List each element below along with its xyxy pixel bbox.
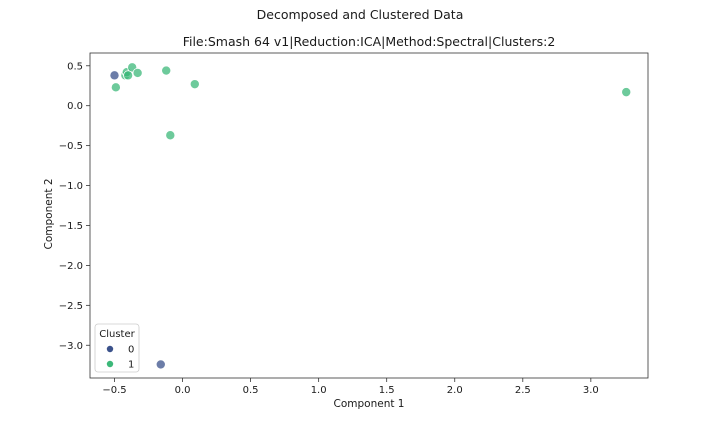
x-axis-ticks: −0.5 0.0 0.5 1.0 1.5 2.0 2.5 3.0 <box>102 378 599 396</box>
x-tick-label: −0.5 <box>102 385 126 396</box>
data-point-cluster-1 <box>165 130 176 141</box>
data-point-cluster-1 <box>132 67 143 78</box>
scatter-points <box>109 62 632 370</box>
x-tick-label: 0.0 <box>175 385 191 396</box>
y-axis-ticks: 0.5 0.0 −0.5 −1.0 −1.5 −2.0 −2.5 −3.0 <box>59 61 90 352</box>
legend-label-1: 1 <box>128 360 134 371</box>
plot-frame <box>89 52 649 379</box>
y-axis-label: Component 2 <box>43 179 55 250</box>
data-point-cluster-0 <box>109 70 120 81</box>
data-point-cluster-1 <box>161 65 172 76</box>
data-point-cluster-1 <box>110 82 121 93</box>
data-point-cluster-0 <box>155 359 166 370</box>
x-tick-label: 0.5 <box>243 385 259 396</box>
y-tick-label: 0.0 <box>67 101 83 112</box>
chart-title: File:Smash 64 v1|Reduction:ICA|Method:Sp… <box>183 34 556 49</box>
x-axis-label: Component 1 <box>334 398 405 410</box>
x-tick-label: 1.0 <box>311 385 327 396</box>
y-tick-label: −0.5 <box>59 141 83 152</box>
x-tick-label: 1.5 <box>379 385 395 396</box>
legend: Cluster 0 1 <box>94 323 140 373</box>
y-tick-label: −2.0 <box>59 261 83 272</box>
y-tick-label: −1.5 <box>59 221 83 232</box>
x-tick-label: 2.0 <box>447 385 463 396</box>
legend-marker-1 <box>106 360 114 368</box>
y-tick-label: −3.0 <box>59 341 83 352</box>
y-tick-label: 0.5 <box>67 61 83 72</box>
legend-box <box>94 323 140 373</box>
y-tick-label: −2.5 <box>59 301 83 312</box>
data-point-cluster-1 <box>621 87 632 98</box>
legend-marker-0 <box>106 345 114 353</box>
x-tick-label: 2.5 <box>515 385 531 396</box>
y-tick-label: −1.0 <box>59 181 83 192</box>
legend-title: Cluster <box>99 329 135 340</box>
data-point-cluster-1 <box>189 79 200 90</box>
plot-area: −0.5 0.0 0.5 1.0 1.5 2.0 2.5 3.0 0.5 0.0 −0.5 −1.0… <box>59 52 649 396</box>
figure-suptitle: Decomposed and Clustered Data <box>257 7 464 22</box>
data-point-cluster-1 <box>123 70 134 81</box>
legend-label-0: 0 <box>128 345 134 356</box>
x-tick-label: 3.0 <box>583 385 599 396</box>
